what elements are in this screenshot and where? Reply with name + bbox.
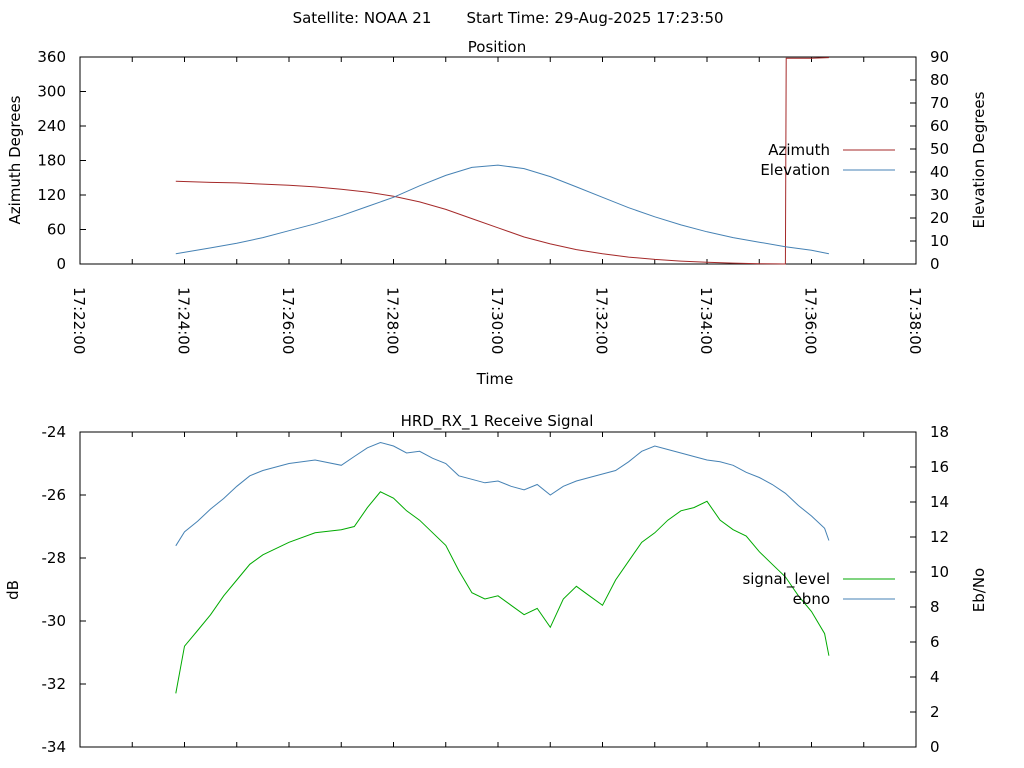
signal-legend-label: ebno [793, 590, 830, 608]
position-y2-tick-label: 30 [930, 186, 949, 204]
position-y2-tick-label: 60 [930, 117, 949, 135]
signal-y2-tick-label: 8 [930, 598, 940, 616]
position-x-tick-label: 17:32:00 [593, 287, 611, 354]
position-elevation-line [175, 164, 829, 255]
signal-y-tick-label: -32 [42, 675, 67, 693]
position-azimuth-line [175, 57, 829, 265]
position-y-tick-label: 60 [47, 221, 66, 239]
signal-y2-tick-label: 4 [930, 668, 940, 686]
db-axis-label: dB [4, 580, 22, 600]
elevation-axis-label: Elevation Degrees [970, 91, 988, 228]
position-chart-title: Position [468, 38, 526, 56]
position-x-tick-label: 17:38:00 [906, 287, 924, 354]
signal-y2-tick-label: 18 [930, 423, 949, 441]
position-legend-label: Azimuth [768, 141, 830, 159]
position-y2-tick-label: 0 [930, 255, 940, 273]
signal-y2-tick-label: 6 [930, 633, 940, 651]
signal-plot-frame [79, 431, 917, 748]
signal-y-tick-label: -26 [42, 486, 67, 504]
signal-ebno-line [175, 441, 830, 547]
position-y2-tick-label: 20 [930, 209, 949, 227]
position-y-tick-label: 180 [37, 152, 66, 170]
position-y-tick-label: 0 [56, 255, 66, 273]
signal-legend-label: signal_level [742, 570, 830, 589]
signal-y2-tick-label: 10 [930, 563, 949, 581]
signal-y2-tick-label: 12 [930, 528, 949, 546]
position-y-tick-label: 120 [37, 186, 66, 204]
position-y-tick-label: 300 [37, 83, 66, 101]
signal-y-tick-label: -34 [42, 738, 67, 756]
position-y2-tick-label: 10 [930, 232, 949, 250]
azimuth-axis-label: Azimuth Degrees [6, 95, 24, 224]
position-x-tick-label: 17:36:00 [802, 287, 820, 354]
signal-y-tick-label: -30 [42, 612, 67, 630]
position-x-tick-label: 17:28:00 [384, 287, 402, 354]
signal-signal-level-line [175, 491, 830, 694]
signal-y2-tick-label: 14 [930, 493, 949, 511]
position-chart: Position Azimuth Degrees Elevation Degre… [6, 38, 988, 388]
receive-signal-chart: HRD_RX_1 Receive Signal dB Eb/No -24 -26 -… [4, 412, 988, 756]
position-x-tick-label: 17:30:00 [488, 287, 506, 354]
satellite-label: Satellite: NOAA 21 [293, 9, 432, 27]
position-y2-tick-label: 70 [930, 94, 949, 112]
time-axis-label: Time [476, 370, 514, 388]
position-x-tick-label: 17:26:00 [279, 287, 297, 354]
position-legend-label: Elevation [760, 161, 830, 179]
signal-y2-tick-label: 0 [930, 738, 940, 756]
signal-y-tick-label: -28 [42, 549, 67, 567]
signal-y-tick-label: -24 [42, 423, 67, 441]
receive-signal-chart-title: HRD_RX_1 Receive Signal [401, 412, 594, 431]
position-y-tick-label: 360 [37, 48, 66, 66]
position-y2-tick-label: 80 [930, 71, 949, 89]
position-y2-tick-label: 90 [930, 48, 949, 66]
start-time-label: Start Time: 29-Aug-2025 17:23:50 [466, 9, 723, 27]
position-x-tick-label: 17:24:00 [175, 287, 193, 354]
position-x-tick-label: 17:22:00 [70, 287, 88, 354]
position-y-tick-label: 240 [37, 117, 66, 135]
position-y2-tick-label: 40 [930, 163, 949, 181]
signal-y2-tick-label: 16 [930, 458, 949, 476]
ebno-axis-label: Eb/No [970, 568, 988, 612]
signal-y2-tick-label: 2 [930, 703, 940, 721]
position-x-tick-label: 17:34:00 [697, 287, 715, 354]
position-y2-tick-label: 50 [930, 140, 949, 158]
